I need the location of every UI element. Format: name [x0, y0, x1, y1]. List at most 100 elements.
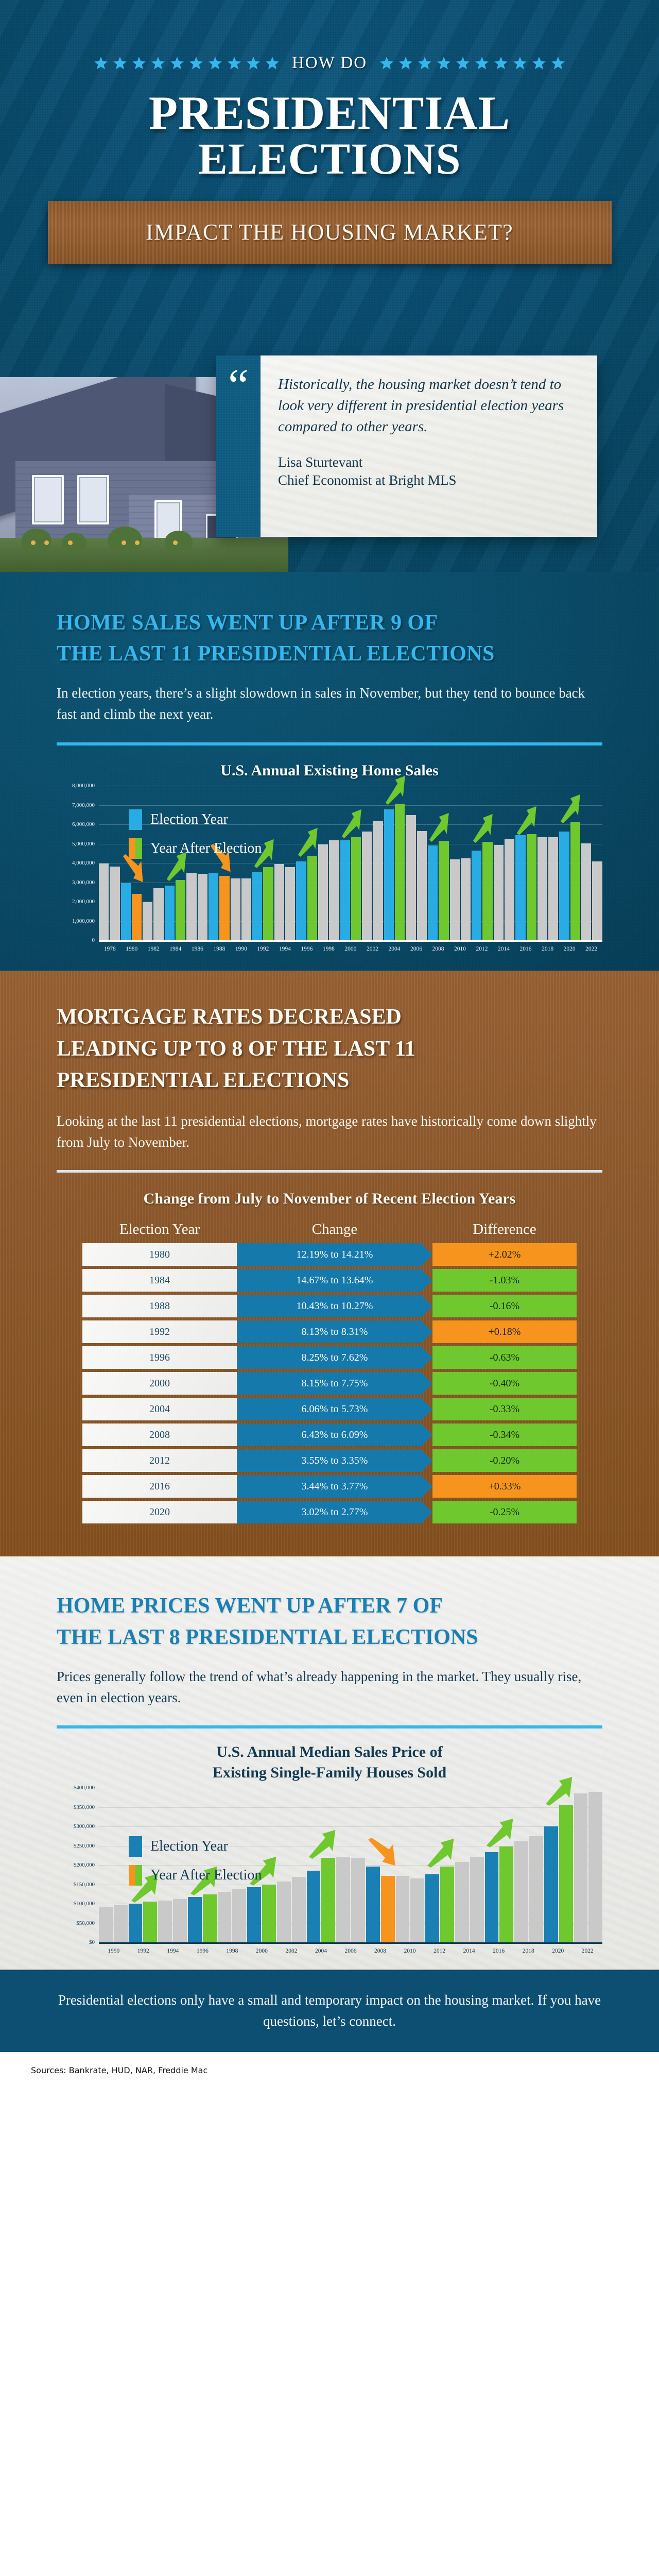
- legend-swatch: [129, 838, 142, 859]
- bar: [143, 902, 153, 941]
- quote-mark-icon: “: [228, 360, 249, 411]
- y-axis-tick-label: 0: [92, 937, 95, 944]
- cell-election-year: 2020: [82, 1501, 237, 1524]
- x-axis-line: [57, 940, 602, 942]
- bar: [427, 845, 438, 941]
- chart-legend: Election Year Year After Election: [129, 809, 262, 867]
- legend-item: Year After Election: [129, 1865, 262, 1886]
- home-sales-heading-line-1: HOME SALES WENT UP AFTER 9 OF: [57, 611, 438, 635]
- star-icon: [94, 57, 108, 70]
- rates-table-title: Change from July to November of Recent E…: [143, 1190, 516, 1208]
- bar: [197, 874, 207, 941]
- x-axis-tick-label: 2018: [542, 946, 554, 953]
- quote-card: “ Historically, the housing market doesn…: [216, 355, 597, 537]
- y-axis: $0 $50,000 $100,000 $150,000 $200,000 $250,00…: [57, 1785, 99, 1946]
- chart-legend: Election Year Year After Election: [129, 1836, 262, 1894]
- cell-difference: -0.63%: [432, 1346, 577, 1369]
- x-axis-tick-label: 2004: [315, 1948, 327, 1955]
- legend-item: Election Year: [129, 809, 262, 831]
- bar: [373, 821, 383, 941]
- trend-arrow-up-icon: [166, 852, 186, 881]
- x-axis-tick-label: 2022: [581, 1948, 594, 1955]
- table-row: 1992 8.13% to 8.31% +0.18%: [82, 1320, 577, 1344]
- hero-eyebrow: HOW DO: [291, 54, 368, 72]
- y-axis-tick-label: $100,000: [73, 1901, 95, 1907]
- table-row: 2020 3.02% to 2.77% -0.25%: [82, 1501, 577, 1524]
- sales-bar-chart: 0 1,000,000 2,000,000 3,000,000 4,000,000 5,0…: [57, 775, 602, 953]
- y-axis-tick-label: $0: [89, 1939, 95, 1946]
- star-icon: [475, 57, 489, 70]
- x-axis-tick-label: 2002: [366, 946, 378, 953]
- cell-difference: +0.33%: [432, 1475, 577, 1498]
- x-axis-tick-label: 2022: [585, 946, 598, 953]
- hero-banner: IMPACT THE HOUSING MARKET?: [47, 200, 612, 264]
- home-prices-body: Prices generally follow the trend of wha…: [57, 1669, 582, 1705]
- bar: [395, 1875, 410, 1943]
- x-axis-tick-label: 1988: [213, 946, 226, 953]
- y-axis-tick-label: 2,000,000: [72, 899, 95, 905]
- cell-change: 3.44% to 3.77%: [237, 1475, 432, 1498]
- bar: [128, 1903, 143, 1943]
- bar: [362, 832, 372, 941]
- title-line-2: ELECTIONS: [198, 134, 461, 184]
- bar: [247, 1887, 262, 1943]
- x-axis-tick-label: 1998: [226, 1948, 238, 1955]
- column-header-difference: Difference: [473, 1221, 536, 1238]
- star-icon: [113, 57, 127, 70]
- mortgage-body: Looking at the last 11 presidential elec…: [57, 1113, 597, 1150]
- cell-difference: +2.02%: [432, 1243, 577, 1266]
- cell-election-year: 1988: [82, 1295, 237, 1318]
- bar: [544, 1826, 558, 1943]
- bar: [263, 867, 273, 941]
- trend-arrow-up-icon: [298, 828, 318, 857]
- trend-arrow-up-icon: [190, 1867, 217, 1896]
- y-axis-tick-label: 6,000,000: [72, 821, 95, 828]
- bar: [406, 815, 416, 941]
- bar: [449, 859, 460, 941]
- cta-text: Presidential elections only have a small…: [58, 1992, 601, 2029]
- x-axis-tick-label: 1996: [301, 946, 313, 953]
- trend-arrow-up-icon: [516, 806, 536, 835]
- bar: [425, 1874, 440, 1943]
- bar: [329, 840, 339, 941]
- cell-election-year: 2004: [82, 1398, 237, 1421]
- table-row: 2004 6.06% to 5.73% -0.33%: [82, 1398, 577, 1421]
- star-icon: [132, 57, 146, 70]
- bar: [340, 840, 350, 941]
- x-axis-tick-label: 2012: [433, 1948, 446, 1955]
- cell-change: 12.19% to 14.21%: [237, 1243, 432, 1266]
- bar: [484, 1852, 499, 1943]
- bar: [537, 837, 548, 941]
- bar-group: [99, 1788, 603, 1943]
- bar: [176, 879, 186, 941]
- bar: [296, 861, 306, 941]
- bar: [291, 1876, 306, 1943]
- x-axis-tick-label: 1994: [279, 946, 291, 953]
- bar: [592, 861, 602, 941]
- bar: [232, 1889, 247, 1943]
- bar: [581, 843, 592, 941]
- prices-chart-title: U.S. Annual Median Sales Price of Existi…: [57, 1742, 602, 1783]
- bar: [276, 1881, 291, 1943]
- table-row: 1996 8.25% to 7.62% -0.63%: [82, 1346, 577, 1369]
- trend-arrow-up-icon: [427, 1838, 454, 1868]
- cell-change: 8.13% to 8.31%: [237, 1320, 432, 1343]
- home-sales-heading: HOME SALES WENT UP AFTER 9 OF THE LAST 1…: [57, 608, 602, 669]
- x-axis-tick-label: 2016: [519, 946, 532, 953]
- table-row: 1988 10.43% to 10.27% -0.16%: [82, 1295, 577, 1318]
- star-icon: [437, 57, 451, 70]
- cell-difference: -1.03%: [432, 1269, 577, 1292]
- star-icon: [456, 57, 470, 70]
- y-axis-tick-label: $200,000: [73, 1862, 95, 1869]
- star-icon: [513, 57, 527, 70]
- prices-bar-chart: $0 $50,000 $100,000 $150,000 $200,000 $250,00…: [57, 1776, 603, 1955]
- table-row: 2008 6.43% to 6.09% -0.34%: [82, 1423, 577, 1447]
- mortgage-heading-line-1: MORTGAGE RATES DECREASED: [57, 1005, 402, 1029]
- legend-swatch: [129, 1836, 142, 1857]
- legend-label: Year After Election: [150, 1867, 262, 1884]
- title-line-1: PRESIDENTIAL: [148, 87, 511, 139]
- hero-banner-text: IMPACT THE HOUSING MARKET?: [146, 219, 513, 245]
- bar: [186, 873, 197, 941]
- cell-difference: +0.18%: [432, 1320, 577, 1344]
- home-sales-body: In election years, there’s a slight slow…: [57, 685, 585, 722]
